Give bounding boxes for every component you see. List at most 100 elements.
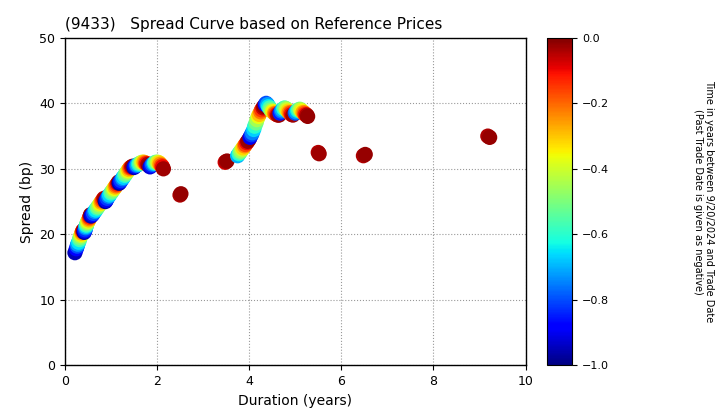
Point [138, 159, 150, 165]
Point [175, 190, 186, 197]
Point [81, 222, 92, 228]
Point [143, 162, 154, 169]
Point [241, 139, 253, 146]
Point [79, 226, 91, 233]
Point [71, 243, 83, 249]
Point [84, 213, 96, 219]
Point [79, 228, 91, 234]
Point [220, 158, 232, 165]
Point [253, 113, 264, 120]
Point [482, 133, 494, 139]
Point [257, 105, 269, 111]
Point [242, 138, 253, 144]
Point [129, 163, 140, 170]
Point [278, 105, 289, 112]
Point [148, 160, 160, 167]
Point [125, 164, 137, 171]
Point [120, 171, 131, 177]
Point [246, 131, 257, 138]
Point [289, 110, 301, 116]
Point [109, 184, 121, 191]
Point [249, 123, 261, 130]
Point [76, 228, 88, 235]
Point [248, 126, 259, 133]
Point [108, 185, 120, 192]
Point [77, 228, 89, 234]
Point [89, 208, 101, 215]
Point [256, 107, 267, 113]
Point [117, 174, 129, 181]
Point [240, 141, 251, 148]
Point [280, 105, 292, 112]
Point [81, 220, 93, 227]
Point [86, 211, 98, 218]
Point [276, 108, 287, 115]
Point [126, 163, 138, 170]
Point [78, 228, 89, 234]
Point [243, 136, 255, 143]
Point [484, 134, 495, 141]
Point [312, 149, 324, 156]
Point [235, 148, 246, 155]
Point [221, 158, 233, 164]
Point [74, 234, 86, 241]
Point [251, 120, 262, 126]
Text: (9433)   Spread Curve based on Reference Prices: (9433) Spread Curve based on Reference P… [65, 18, 442, 32]
Point [99, 198, 111, 205]
Point [287, 112, 299, 118]
Point [246, 129, 258, 136]
Point [262, 101, 274, 108]
Point [236, 146, 248, 152]
Point [103, 193, 114, 200]
Point [69, 249, 81, 256]
Point [265, 107, 276, 113]
Point [255, 108, 266, 115]
Point [272, 112, 284, 118]
Point [266, 108, 278, 115]
Point [234, 149, 246, 156]
Point [90, 207, 102, 213]
Point [145, 162, 157, 169]
Point [73, 236, 85, 243]
Point [142, 161, 153, 168]
Point [82, 218, 94, 225]
Point [267, 108, 279, 115]
Point [111, 181, 122, 188]
Point [94, 202, 105, 208]
Y-axis label: Spread (bp): Spread (bp) [19, 160, 34, 243]
Point [132, 161, 144, 168]
Point [253, 111, 265, 118]
Point [294, 106, 305, 113]
Point [138, 159, 149, 165]
Point [297, 109, 309, 116]
Point [359, 151, 371, 158]
Point [76, 230, 88, 236]
Point [251, 116, 263, 123]
Point [104, 192, 115, 198]
Point [264, 105, 276, 111]
Point [233, 150, 245, 157]
Point [154, 161, 166, 168]
Point [135, 160, 147, 166]
Point [84, 215, 95, 222]
Point [152, 159, 163, 165]
Point [76, 231, 87, 238]
Point [290, 108, 302, 115]
Point [281, 107, 292, 113]
Point [295, 107, 307, 113]
Point [158, 165, 169, 172]
Point [269, 110, 281, 117]
Point [269, 110, 280, 116]
Point [91, 205, 103, 212]
Point [156, 162, 167, 169]
Point [313, 150, 325, 157]
Point [71, 245, 82, 252]
Point [271, 111, 282, 118]
Point [263, 103, 274, 110]
Point [110, 183, 122, 189]
Point [127, 163, 138, 170]
Point [302, 113, 313, 120]
Point [102, 195, 113, 202]
Point [299, 110, 310, 116]
Point [80, 224, 91, 231]
